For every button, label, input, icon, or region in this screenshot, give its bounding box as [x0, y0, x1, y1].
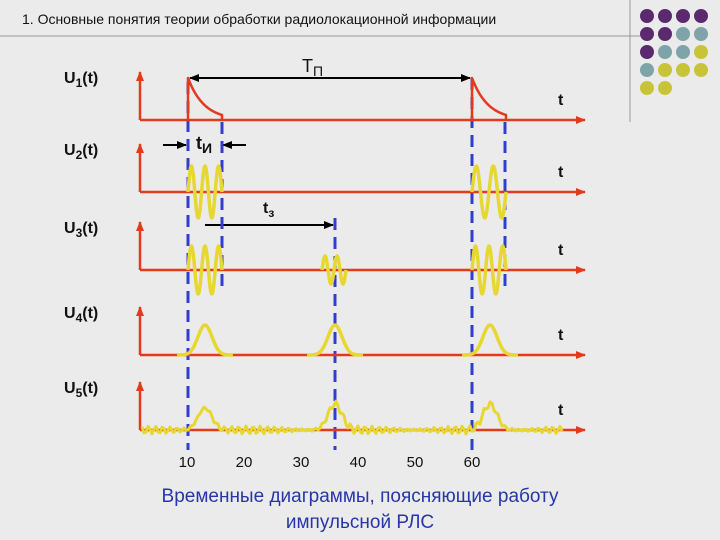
- caption-line: Временные диаграммы, поясняющие работу: [162, 486, 559, 507]
- decor-dot: [676, 9, 690, 23]
- decor-dot: [658, 9, 672, 23]
- axis-t: t: [558, 402, 564, 419]
- noisy-signal: [140, 399, 564, 436]
- detected-pulse: [461, 323, 519, 357]
- decor-dot: [640, 63, 654, 77]
- axis-t: t: [558, 164, 564, 181]
- radio-pulse: [186, 164, 224, 220]
- signal-name: U: [64, 220, 76, 237]
- decor-dot: [640, 9, 654, 23]
- time-label: 60: [464, 454, 481, 471]
- decor-dot: [640, 45, 654, 59]
- signal-index: 1: [76, 76, 83, 90]
- period-main: Т: [302, 56, 313, 76]
- signal-name: U: [64, 142, 76, 159]
- signal-label: U3(t): [64, 220, 98, 240]
- signal-name: U: [64, 305, 76, 322]
- period-sub: П: [313, 63, 323, 79]
- detected-pulse: [176, 323, 234, 357]
- decor-dot: [676, 27, 690, 41]
- signal-index: 2: [76, 148, 83, 162]
- detected-pulse: [306, 323, 364, 357]
- decor-dot: [676, 45, 690, 59]
- signal-name: U: [64, 380, 76, 397]
- signal-label: U2(t): [64, 142, 98, 162]
- period-label: ТП: [302, 56, 323, 79]
- time-label: 40: [350, 454, 367, 471]
- pulse-main: t: [196, 133, 202, 153]
- decor-dots: [640, 9, 708, 95]
- decor-dot: [658, 81, 672, 95]
- radio-pulse: [470, 244, 508, 296]
- decor-dot: [694, 9, 708, 23]
- pulse-label: tИ: [196, 133, 212, 156]
- axis-t: t: [558, 327, 564, 344]
- axis-t: t: [558, 92, 564, 109]
- decor-dot: [658, 63, 672, 77]
- signal-arg: (t): [82, 305, 98, 322]
- signal-label: U5(t): [64, 380, 98, 400]
- decor-dot: [694, 27, 708, 41]
- pulse-sub: И: [202, 140, 212, 156]
- caption-line: импульсной РЛС: [286, 512, 434, 533]
- signal-index: 5: [76, 386, 83, 400]
- decor-dot: [676, 63, 690, 77]
- delay-label: tз: [263, 200, 274, 220]
- slide-title: 1. Основные понятия теории обработки рад…: [22, 11, 496, 27]
- decor-dot: [694, 45, 708, 59]
- decor-dot: [694, 63, 708, 77]
- video-pulse: [186, 76, 224, 120]
- signal-arg: (t): [82, 142, 98, 159]
- time-label: 10: [179, 454, 196, 471]
- radio-pulse: [470, 164, 508, 220]
- signal-arg: (t): [82, 70, 98, 87]
- decor-dot: [658, 45, 672, 59]
- time-label: 30: [293, 454, 310, 471]
- signal-index: 3: [76, 226, 83, 240]
- video-pulse: [470, 76, 508, 120]
- decor-dot: [640, 81, 654, 95]
- radio-pulse: [320, 254, 348, 286]
- time-label: 50: [407, 454, 424, 471]
- signal-name: U: [64, 70, 76, 87]
- signal-arg: (t): [82, 380, 98, 397]
- time-label: 20: [236, 454, 253, 471]
- signal-label: U1(t): [64, 70, 98, 90]
- decor-dot: [658, 27, 672, 41]
- signal-index: 4: [76, 311, 83, 325]
- axis-t: t: [558, 242, 564, 259]
- delay-sub: з: [268, 206, 274, 220]
- radio-pulse: [186, 244, 224, 296]
- decor-dot: [640, 27, 654, 41]
- signal-arg: (t): [82, 220, 98, 237]
- signal-label: U4(t): [64, 305, 98, 325]
- delay-main: t: [263, 200, 269, 217]
